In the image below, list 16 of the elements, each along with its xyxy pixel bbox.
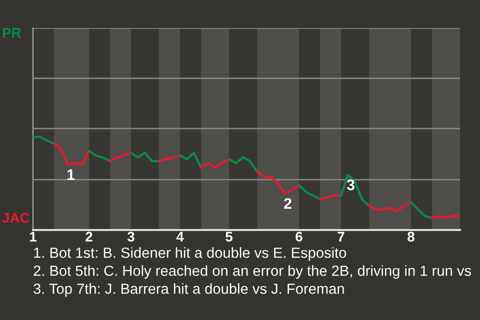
x-tick-label: 5	[226, 232, 232, 242]
text: JAC	[2, 212, 30, 223]
x-tick-label: 4	[176, 232, 184, 242]
text: 1. Bot 1st: B. Sidener hit a double vs E. Esposito	[34, 247, 346, 261]
x-tick-label: 2	[86, 232, 92, 242]
annotation: 1	[67, 169, 75, 180]
x-tick-label: 1	[30, 232, 36, 242]
x-tick-label: 3	[127, 232, 134, 242]
annotation: 2	[284, 198, 292, 209]
x-tick-label: 7	[338, 232, 344, 242]
x-tick-label: 6	[296, 232, 302, 242]
x-tick-label: 8	[408, 232, 414, 242]
text: 3. Top 7th: J. Barrera hit a double vs J. Foreman	[34, 283, 344, 297]
text: 2. Bot 5th: C. Holy reached on an error by the 2B, driving in 1 run vs	[34, 265, 472, 279]
annotation: 3	[346, 179, 354, 190]
text: PR	[2, 28, 22, 38]
